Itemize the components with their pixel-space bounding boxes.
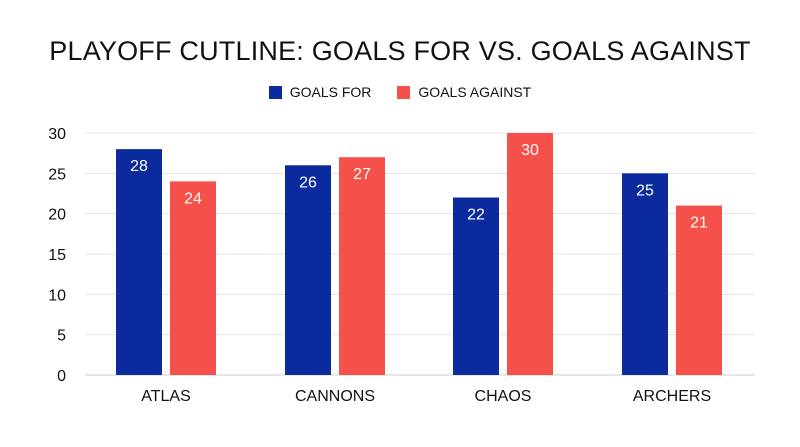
legend-swatch-goals-for xyxy=(268,85,282,99)
y-tick-label: 30 xyxy=(48,126,66,143)
data-label: 24 xyxy=(184,190,202,207)
bar-goals-for xyxy=(453,197,499,375)
chart-title: PLAYOFF CUTLINE: GOALS FOR VS. GOALS AGA… xyxy=(49,36,751,66)
bar-goals-against xyxy=(339,157,385,375)
data-label: 25 xyxy=(636,182,654,199)
bar-goals-for xyxy=(622,173,668,375)
bar-goals-for xyxy=(116,149,162,375)
bar-goals-against xyxy=(676,205,722,375)
legend-item-goals-for: GOALS FOR xyxy=(268,84,372,100)
data-label: 28 xyxy=(130,158,148,175)
legend-label-goals-against: GOALS AGAINST xyxy=(418,84,532,100)
bar-goals-against xyxy=(170,181,216,375)
y-tick-label: 20 xyxy=(48,207,66,224)
x-category-label: CANNONS xyxy=(295,388,375,405)
legend: GOALS FOR GOALS AGAINST xyxy=(0,84,800,100)
x-category-label: ARCHERS xyxy=(633,388,711,405)
data-label: 30 xyxy=(521,142,539,159)
data-label: 21 xyxy=(690,215,708,232)
y-tick-label: 5 xyxy=(57,328,66,345)
y-tick-label: 10 xyxy=(48,287,66,304)
data-label: 26 xyxy=(299,174,317,191)
x-category-label: CHAOS xyxy=(475,388,532,405)
legend-item-goals-against: GOALS AGAINST xyxy=(397,84,531,100)
x-category-label: ATLAS xyxy=(141,388,191,405)
y-tick-label: 25 xyxy=(48,166,66,183)
data-label: 27 xyxy=(353,166,371,183)
y-tick-label: 0 xyxy=(57,368,66,385)
y-tick-label: 15 xyxy=(48,247,66,264)
legend-label-goals-for: GOALS FOR xyxy=(289,84,372,100)
legend-swatch-goals-against xyxy=(397,85,411,99)
bar-goals-for xyxy=(285,165,331,375)
bar-goals-against xyxy=(507,133,553,375)
data-label: 22 xyxy=(467,207,485,224)
